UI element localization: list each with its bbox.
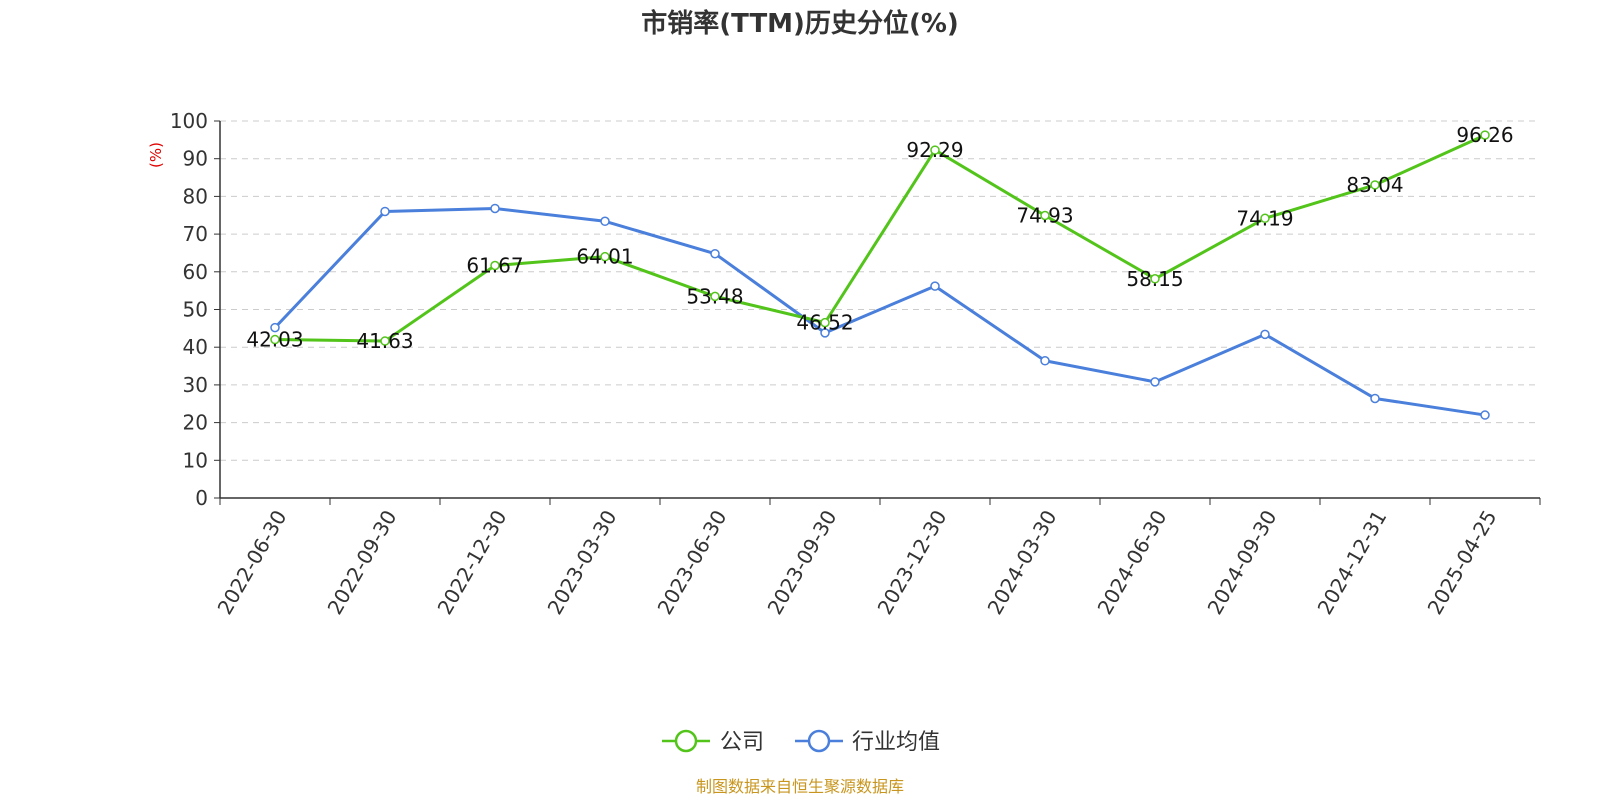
x-tick-label: 2023-03-30 — [542, 506, 621, 619]
y-tick-label: 60 — [183, 260, 208, 284]
data-label: 83.04 — [1346, 173, 1403, 197]
data-label: 64.01 — [576, 245, 633, 269]
y-tick-label: 0 — [195, 486, 208, 510]
legend-item[interactable]: 行业均值 — [795, 729, 940, 755]
y-tick-label: 20 — [183, 411, 208, 435]
x-tick-label: 2022-09-30 — [322, 506, 401, 619]
data-point — [1480, 130, 1490, 140]
grid — [220, 120, 1540, 461]
data-label: 74.19 — [1236, 206, 1293, 230]
data-point — [1040, 356, 1050, 366]
data-point — [1260, 213, 1270, 224]
data-point — [490, 203, 500, 214]
data-point — [1480, 410, 1490, 420]
x-tick-label: 2025-04-25 — [1422, 506, 1501, 619]
y-tick-label: 40 — [183, 335, 208, 359]
chart-title: 市销率(TTM)历史分位(%) — [641, 8, 959, 39]
data-point — [820, 328, 830, 338]
y-tick-label: 90 — [183, 147, 208, 171]
data-point — [600, 251, 610, 262]
x-tick-label: 2022-12-30 — [432, 506, 511, 619]
x-tick-label: 2023-06-30 — [652, 506, 731, 619]
series-line — [273, 206, 1486, 417]
data-point — [380, 206, 390, 217]
y-axis-label: (%) — [147, 142, 165, 168]
data-point — [1370, 393, 1380, 404]
x-tick-label: 2023-12-30 — [872, 506, 951, 619]
x-tick-label: 2024-12-31 — [1312, 506, 1391, 619]
legend[interactable]: 公司 行业均值 — [662, 729, 940, 755]
data-label: 53.48 — [686, 284, 743, 308]
data-point — [1150, 274, 1160, 284]
legend-item[interactable]: 公司 — [662, 729, 764, 755]
data-point — [820, 317, 830, 328]
data-point — [270, 334, 280, 345]
legend-label: 行业均值 — [852, 730, 940, 755]
data-point — [270, 322, 280, 333]
legend-marker-icon — [674, 729, 698, 753]
data-point — [1370, 180, 1380, 190]
x-tick-label: 2022-06-30 — [212, 506, 291, 619]
data-point — [490, 260, 500, 271]
data-point — [930, 145, 940, 155]
data-point — [1040, 210, 1050, 221]
data-point — [600, 216, 610, 227]
data-point — [1150, 377, 1160, 387]
axes: 0 10 20 30 40 50 60 70 80 90 100 2022-06-30 2022-09-… — [170, 109, 1541, 619]
data-label: 74.93 — [1016, 204, 1073, 228]
y-tick-label: 70 — [183, 222, 208, 246]
source-note: 制图数据来自恒生聚源数据库 — [696, 777, 904, 796]
data-label: 46.52 — [796, 311, 853, 335]
data-label: 41.63 — [356, 329, 413, 353]
data-point — [930, 281, 940, 291]
data-point — [1260, 329, 1270, 340]
data-label: 58.15 — [1126, 267, 1183, 291]
data-point — [710, 291, 720, 302]
legend-marker-icon — [807, 729, 831, 753]
data-labels: 42.03 41.63 61.67 64.01 53.48 46.52 92.29 74.93… — [246, 123, 1513, 353]
y-tick-label: 100 — [170, 109, 208, 133]
data-label: 96.26 — [1456, 123, 1513, 147]
series — [270, 130, 1490, 420]
x-tick-label: 2024-06-30 — [1092, 506, 1171, 619]
x-tick-label: 2023-09-30 — [762, 506, 841, 619]
data-label: 42.03 — [246, 328, 303, 352]
data-point — [710, 248, 720, 259]
data-label: 61.67 — [466, 254, 523, 278]
series-line — [274, 133, 1486, 343]
y-tick-label: 80 — [183, 184, 208, 208]
x-tick-label: 2024-09-30 — [1202, 506, 1281, 619]
y-tick-label: 10 — [183, 448, 208, 472]
y-tick-label: 50 — [183, 298, 208, 322]
legend-label: 公司 — [720, 730, 764, 755]
x-tick-label: 2024-03-30 — [982, 506, 1061, 619]
data-point — [380, 336, 390, 346]
data-label: 92.29 — [906, 138, 963, 162]
y-tick-label: 30 — [183, 373, 208, 397]
